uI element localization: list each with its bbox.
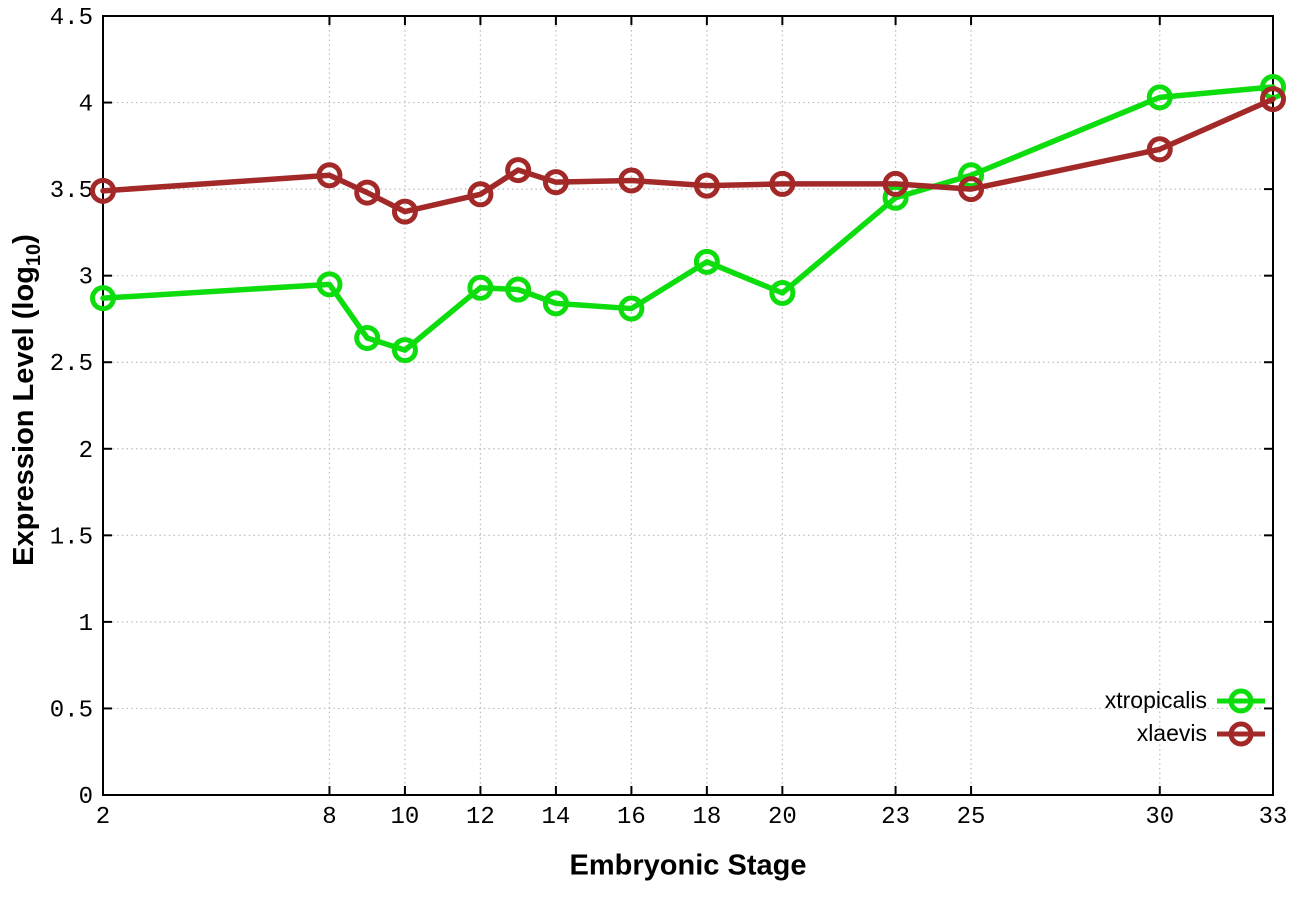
data-point [90, 177, 116, 204]
data-point [1260, 86, 1286, 113]
data-point [618, 167, 645, 194]
data-point [505, 157, 532, 184]
data-point [542, 290, 569, 317]
data-point [958, 176, 985, 203]
data-point [542, 169, 569, 196]
data-point [882, 184, 909, 211]
data-point [354, 324, 381, 351]
x-tick-label: 33 [1259, 804, 1288, 831]
data-point [1146, 84, 1173, 111]
data-point [467, 181, 494, 208]
y-tick-labels: 0 0.5 1 1.5 2 2.5 3 3.5 4 4.5 [50, 5, 93, 811]
data-point [354, 179, 381, 206]
legend-item-xlaevis: xlaevis [1105, 717, 1266, 750]
series-line [100, 84, 1276, 353]
data-point [467, 274, 494, 301]
series-line [100, 96, 1276, 215]
tick-marks [102, 15, 1274, 796]
y-tick-label: 2 [79, 438, 93, 465]
y-axis-title: Expression Level (log10) [8, 234, 46, 566]
y-tick-label: 0 [79, 784, 93, 811]
data-point [316, 162, 343, 189]
data-point [882, 170, 909, 197]
series-xtropicalis [90, 73, 1286, 364]
x-tick-label: 12 [466, 804, 495, 831]
x-tick-labels: 2 8 10 12 14 16 18 20 23 25 30 33 [96, 804, 1288, 831]
x-tick-label: 25 [957, 804, 986, 831]
data-point [693, 172, 720, 199]
y-tick-label: 3 [79, 265, 93, 292]
x-tick-label: 20 [768, 804, 797, 831]
x-tick-label: 18 [692, 804, 721, 831]
plot-border [102, 15, 1274, 796]
data-point [90, 285, 116, 312]
y-axis-title-text: Expression Level (log [8, 266, 41, 566]
legend-line-sample-icon [1217, 688, 1265, 713]
y-tick-label: 2.5 [50, 351, 93, 378]
x-tick-label: 23 [881, 804, 910, 831]
x-tick-label: 2 [96, 804, 110, 831]
legend-line-sample-icon [1217, 721, 1265, 746]
legend-label-xlaevis: xlaevis [1136, 720, 1207, 746]
data-point [693, 248, 720, 275]
legend-item-xtropicalis: xtropicalis [1105, 684, 1266, 717]
data-point [1146, 136, 1173, 163]
data-point [505, 276, 532, 303]
y-axis-title-subscript: 10 [22, 243, 45, 267]
gridlines [103, 16, 1273, 795]
x-axis-title: Embryonic Stage [569, 849, 807, 882]
data-point [958, 162, 985, 189]
x-tick-label: 10 [391, 804, 420, 831]
x-tick-label: 14 [541, 804, 570, 831]
series-xlaevis [90, 86, 1286, 225]
x-tick-label: 8 [322, 804, 336, 831]
x-tick-label: 16 [617, 804, 646, 831]
y-tick-label: 1 [79, 611, 93, 638]
legend-label-xtropicalis: xtropicalis [1104, 687, 1207, 713]
data-point [316, 271, 343, 298]
legend: xtropicalis xlaevis [1105, 684, 1266, 750]
y-axis-title-close-paren: ) [8, 234, 41, 244]
y-tick-label: 3.5 [50, 178, 93, 205]
data-point [618, 295, 645, 322]
y-tick-label: 0.5 [50, 697, 93, 724]
y-tick-label: 1.5 [50, 524, 93, 551]
x-tick-label: 30 [1145, 804, 1174, 831]
data-point [391, 198, 418, 225]
data-point [769, 279, 796, 306]
y-tick-label: 4.5 [50, 5, 93, 32]
y-tick-label: 4 [79, 92, 93, 119]
data-point [769, 170, 796, 197]
data-point [391, 337, 418, 364]
